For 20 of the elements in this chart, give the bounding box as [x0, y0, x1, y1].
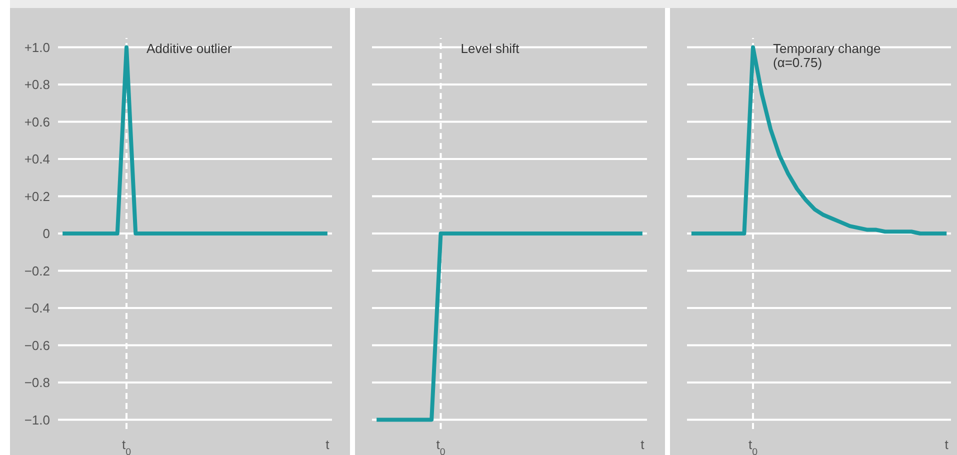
y-tick-label: −0.6 [24, 338, 50, 353]
annotation: Additive outlier [146, 41, 233, 56]
y-tick-label: +0.6 [24, 114, 50, 130]
annotation: Temporary change (α=0.75) [773, 41, 882, 70]
y-tick-label: 0 [42, 226, 50, 242]
x-tick-label: t$_{0}$ [436, 437, 446, 455]
y-tick-label: −0.4 [24, 300, 50, 316]
x-tick-label: t [944, 437, 949, 452]
x-tick-label: t$_{0}$ [748, 437, 758, 455]
y-tick-label: +1.0 [24, 40, 50, 55]
y-tick-label: −1.0 [24, 412, 50, 428]
y-tick-label: −0.8 [24, 375, 50, 390]
y-tick-label: +0.8 [24, 77, 50, 92]
y-tick-label: −0.2 [24, 263, 50, 278]
x-tick-label: t [640, 437, 645, 452]
x-tick-label: t$_{0}$ [122, 437, 132, 455]
y-tick-label: +0.4 [24, 152, 50, 167]
y-tick-label: +0.2 [24, 188, 50, 204]
x-tick-label: t [326, 437, 330, 452]
annotation: Level shift [460, 41, 520, 56]
